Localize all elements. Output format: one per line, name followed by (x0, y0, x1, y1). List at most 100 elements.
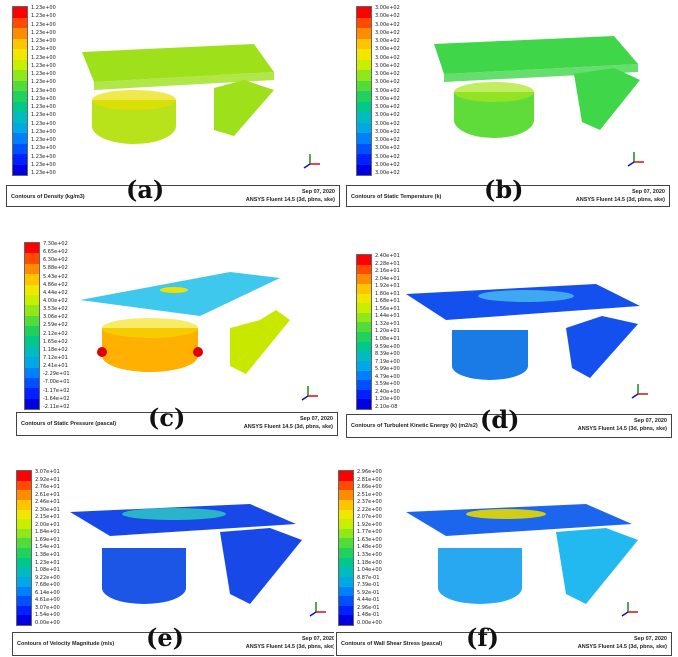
colorbar-tick-label: 3.00e+02 (375, 62, 400, 69)
colorbar-swatch (339, 557, 353, 568)
colorbar-swatch (13, 70, 27, 81)
colorbar-swatch (357, 255, 371, 265)
colorbar-tick-label: -2.29e+01 (43, 371, 70, 378)
plot-footer: Contours of Static Pressure (pascal) Sep… (16, 412, 338, 436)
footer-date: Sep 07, 2020 (301, 636, 335, 642)
colorbar-legend: 2.96e+00 2.81e+00 2.66e+00 2.51e+00 2.37e+00… (338, 470, 382, 626)
colorbar-swatch (339, 528, 353, 539)
colorbar-tick-label: 2.10e-08 (375, 403, 398, 410)
colorbar-tick-label: 0.00e+00 (35, 619, 60, 626)
colorbar-tick-label: 1.69e+01 (35, 536, 60, 543)
colorbar-swatch (13, 49, 27, 60)
colorbar-swatch (13, 154, 27, 165)
colorbar-swatch (13, 38, 27, 49)
colorbar-tick-label: 1.23e+01 (35, 559, 60, 566)
colorbar-tick-label: 2.66e+00 (357, 484, 382, 491)
colorbar-legend: 2.40e+01 2.28e+01 2.16e+01 2.04e+01 1.92e+01… (356, 254, 400, 410)
colorbar-swatch (25, 274, 39, 285)
colorbar-tick-label: 2.12e+02 (43, 330, 68, 337)
colorbar-swatch (357, 59, 371, 70)
colorbar-swatch (25, 398, 39, 409)
colorbar-tick-label: 2.28e+01 (375, 260, 400, 267)
colorbar-tick-label: 6.65e+02 (43, 249, 68, 256)
colorbar-tick-label: 5.43e+02 (43, 273, 68, 280)
colorbar-tick-label: 6.14e+00 (35, 589, 60, 596)
panel-b: 3.00e+02 3.00e+02 3.00e+02 3.00e+02 3.00e+02… (344, 0, 674, 207)
colorbar-swatch (25, 315, 39, 326)
colorbar-tick-label: 1.23e+00 (31, 120, 56, 127)
colorbar-swatch (25, 367, 39, 378)
colorbar-tick-label: 1.38e+01 (35, 552, 60, 559)
colorbar-swatch (339, 567, 353, 577)
colorbar-tick-label: 2.07e+00 (357, 514, 382, 521)
colorbar-tick-label: 3.00e+02 (375, 71, 400, 77)
colorbar (24, 242, 40, 410)
colorbar-tick-label: 1.20e+01 (375, 328, 400, 335)
footer-software: ANSYS Fluent 14.5 (3d, pbns, ske) (243, 424, 333, 430)
colorbar-tick-label: 3.53e+02 (43, 306, 68, 313)
colorbar-tick-label: 2.41e+01 (43, 363, 68, 370)
axis-triad-icon (303, 154, 320, 169)
colorbar-swatch (339, 509, 353, 520)
colorbar-swatch (25, 336, 39, 347)
colorbar-swatch (357, 399, 371, 409)
colorbar-legend: 3.00e+02 3.00e+02 3.00e+02 3.00e+02 3.00e+02… (356, 6, 400, 176)
footer-software: ANSYS Fluent 14.5 (3d, pbns, ske) (575, 197, 665, 203)
footer-software: ANSYS Fluent 14.5 (3d, pbns, ske) (577, 426, 667, 432)
axis-triad-icon (309, 602, 326, 617)
colorbar-swatch (13, 80, 27, 91)
colorbar-swatch (17, 605, 31, 616)
axis-triad-icon (631, 384, 648, 399)
colorbar-swatch (17, 490, 31, 500)
colorbar-swatch (357, 143, 371, 154)
colorbar-tick-label: 1.23e+00 (31, 161, 56, 168)
colorbar-tick-label: 1.54e+00 (35, 612, 60, 619)
footer-date: Sep 07, 2020 (299, 416, 333, 422)
colorbar-swatch (17, 519, 31, 529)
cfd-model (434, 36, 640, 138)
colorbar-swatch (339, 615, 353, 625)
colorbar-tick-label: 2.76e+01 (35, 484, 60, 491)
colorbar-ticks: 1.23e+00 1.23e+00 1.23e+00 1.23e+00 1.23e+00… (31, 6, 56, 176)
colorbar-swatch (357, 380, 371, 390)
colorbar-tick-label: 1.23e+00 (31, 21, 56, 28)
colorbar-tick-label: 1.18e+00 (357, 559, 382, 566)
footer-date: Sep 07, 2020 (631, 189, 665, 195)
colorbar-tick-label: 1.44e+01 (375, 313, 400, 320)
colorbar-tick-label: 2.61e+01 (35, 491, 60, 498)
colorbar-tick-label: 1.84e+01 (35, 529, 60, 536)
colorbar-swatch (357, 164, 371, 175)
panel-label: (b) (484, 175, 524, 204)
footer-software: ANSYS Fluent 14.5 (3d, pbns, ske) (577, 644, 667, 650)
colorbar-tick-label: 1.23e+00 (31, 145, 56, 152)
colorbar-tick-label: -2.11e+02 (43, 403, 70, 410)
colorbar-tick-label: 1.23e+00 (31, 5, 56, 11)
footer-title: Contours of Density (kg/m3) (11, 194, 85, 200)
colorbar-swatch (25, 243, 39, 254)
colorbar-tick-label: 1.23e+00 (31, 137, 56, 143)
colorbar-tick-label: 1.56e+01 (375, 305, 400, 312)
footer-title: Contours of Static Temperature (k) (351, 194, 442, 200)
colorbar-tick-label: 2.51e+00 (357, 491, 382, 498)
colorbar-tick-label: 3.07e+00 (35, 604, 60, 611)
colorbar-tick-label: 3.00e+02 (375, 95, 400, 102)
colorbar-tick-label: 1.23e+00 (31, 29, 56, 36)
colorbar-tick-label: 1.65e+02 (43, 338, 68, 345)
colorbar-tick-label: 0.00e+00 (357, 619, 382, 626)
colorbar-swatch (357, 351, 371, 361)
colorbar-tick-label: 3.00e+02 (375, 38, 400, 44)
colorbar-swatch (339, 519, 353, 529)
colorbar-swatch (17, 576, 31, 587)
footer-date: Sep 07, 2020 (301, 189, 335, 195)
colorbar-swatch (357, 38, 371, 49)
colorbar-tick-label: 2.46e+01 (35, 499, 60, 506)
colorbar-tick-label: 2.92e+01 (35, 476, 60, 483)
colorbar-tick-label: 1.68e+01 (375, 298, 400, 305)
colorbar-tick-label: 6.30e+02 (43, 257, 68, 264)
colorbar-legend: 7.30e+02 6.65e+02 6.30e+02 5.88e+02 5.43e+02… (24, 242, 70, 410)
colorbar-tick-label: 1.23e+00 (31, 87, 56, 94)
panel-f: 2.96e+00 2.81e+00 2.66e+00 2.51e+00 2.37e+00… (334, 466, 674, 657)
colorbar-tick-label: 1.23e+00 (31, 95, 56, 102)
colorbar-swatch (357, 283, 371, 294)
footer-title: Contours of Velocity Magnitude (m/s) (17, 641, 115, 647)
